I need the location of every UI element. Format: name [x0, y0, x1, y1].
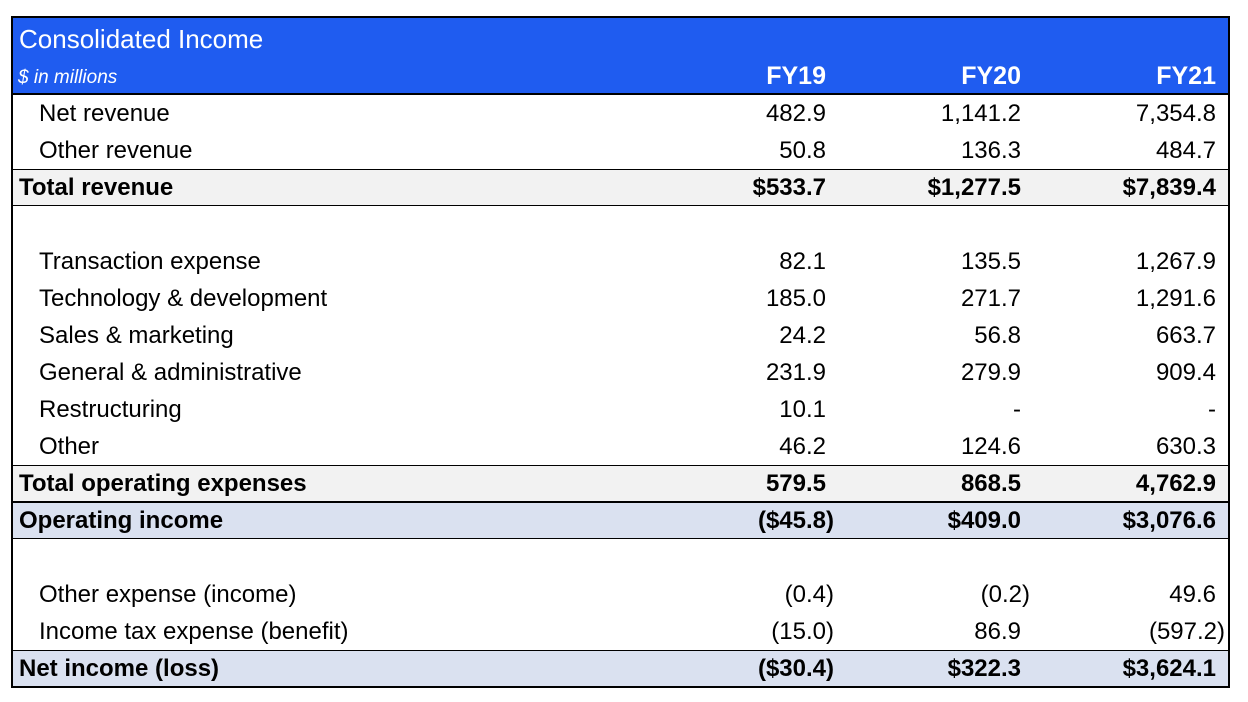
- cell-fy20: -: [1013, 396, 1021, 423]
- table-header: Consolidated Income $ in millions FY19 F…: [13, 18, 1228, 95]
- cell-fy21: 663.7: [1155, 322, 1216, 349]
- cell-fy21: 1,291.6: [1135, 285, 1216, 312]
- cell-fy21: $3,076.6: [1122, 507, 1216, 534]
- cell-fy19: (0.4): [784, 581, 834, 608]
- cell-fy19: 482.9: [765, 100, 826, 127]
- cell-fy21: $3,624.1: [1122, 655, 1216, 682]
- cell-fy20: 136.3: [960, 137, 1021, 164]
- cell-fy20: 135.5: [960, 248, 1021, 275]
- cell-fy19: 10.1: [779, 396, 826, 423]
- table-row: Transaction expense 82.1 135.5 1,267.9: [13, 243, 1228, 280]
- cell-fy19: 579.5: [765, 470, 826, 497]
- cell-fy19: ($30.4): [757, 655, 834, 682]
- row-label: Transaction expense: [39, 248, 261, 275]
- table-body: Net revenue 482.9 1,141.2 7,354.8 Other …: [13, 95, 1228, 686]
- cell-fy21: -: [1208, 396, 1216, 423]
- cell-fy20: 56.8: [974, 322, 1021, 349]
- cell-fy21: 630.3: [1155, 433, 1216, 460]
- cell-fy20: $322.3: [947, 655, 1021, 682]
- column-header-fy21: FY21: [1156, 62, 1216, 90]
- cell-fy21: (597.2): [1148, 618, 1225, 645]
- net-income-row: Net income (loss) ($30.4) $322.3 $3,624.…: [13, 650, 1228, 686]
- cell-fy20: 124.6: [960, 433, 1021, 460]
- row-label: Technology & development: [39, 285, 328, 312]
- cell-fy20: 1,141.2: [940, 100, 1021, 127]
- cell-fy20: 271.7: [960, 285, 1021, 312]
- row-label: Restructuring: [39, 396, 182, 423]
- cell-fy19: 24.2: [779, 322, 826, 349]
- row-label: Other: [39, 433, 100, 460]
- cell-fy21: 7,354.8: [1135, 100, 1216, 127]
- cell-fy20: $1,277.5: [927, 174, 1021, 201]
- total-row: Total operating expenses 579.5 868.5 4,7…: [13, 465, 1228, 502]
- spacer-row: [13, 206, 1228, 243]
- column-header-fy19: FY19: [766, 62, 826, 90]
- row-label: Total operating expenses: [19, 470, 307, 497]
- table-row: Income tax expense (benefit) (15.0) 86.9…: [13, 613, 1228, 650]
- cell-fy19: 185.0: [765, 285, 826, 312]
- row-label: Total revenue: [19, 174, 174, 201]
- operating-income-row: Operating income ($45.8) $409.0 $3,076.6: [13, 502, 1228, 539]
- cell-fy20: 279.9: [960, 359, 1021, 386]
- cell-fy19: (15.0): [771, 618, 834, 645]
- row-label: Net revenue: [39, 100, 170, 127]
- cell-fy19: 50.8: [779, 137, 826, 164]
- cell-fy21: 4,762.9: [1135, 470, 1216, 497]
- row-label: Other expense (income): [39, 581, 297, 608]
- cell-fy21: 1,267.9: [1135, 248, 1216, 275]
- income-table: Consolidated Income $ in millions FY19 F…: [11, 16, 1230, 688]
- table-row: General & administrative 231.9 279.9 909…: [13, 354, 1228, 391]
- row-label: General & administrative: [39, 359, 302, 386]
- table-title: Consolidated Income: [19, 24, 264, 54]
- row-label: Operating income: [19, 507, 224, 534]
- cell-fy19: ($45.8): [757, 507, 834, 534]
- cell-fy21: 49.6: [1169, 581, 1216, 608]
- table-row: Restructuring 10.1 - -: [13, 391, 1228, 428]
- table-row: Sales & marketing 24.2 56.8 663.7: [13, 317, 1228, 354]
- table-subtitle: $ in millions: [18, 67, 118, 88]
- row-label: Net income (loss): [19, 655, 220, 682]
- cell-fy20: $409.0: [947, 507, 1021, 534]
- row-label: Income tax expense (benefit): [39, 618, 349, 645]
- cell-fy20: 868.5: [960, 470, 1021, 497]
- cell-fy21: 909.4: [1155, 359, 1216, 386]
- cell-fy19: 82.1: [779, 248, 826, 275]
- cell-fy20: (0.2): [980, 581, 1030, 608]
- row-label: Other revenue: [39, 137, 193, 164]
- spacer-row: [13, 539, 1228, 576]
- cell-fy19: 46.2: [779, 433, 826, 460]
- table-row: Net revenue 482.9 1,141.2 7,354.8: [13, 95, 1228, 132]
- table-row: Other expense (income) (0.4) (0.2) 49.6: [13, 576, 1228, 613]
- column-header-fy20: FY20: [961, 62, 1021, 90]
- cell-fy19: $533.7: [752, 174, 826, 201]
- table-row: Technology & development 185.0 271.7 1,2…: [13, 280, 1228, 317]
- cell-fy19: 231.9: [765, 359, 826, 386]
- cell-fy20: 86.9: [974, 618, 1021, 645]
- table-row: Other 46.2 124.6 630.3: [13, 428, 1228, 465]
- row-label: Sales & marketing: [39, 322, 234, 349]
- table-row: Other revenue 50.8 136.3 484.7: [13, 132, 1228, 169]
- cell-fy21: 484.7: [1155, 137, 1216, 164]
- total-row: Total revenue $533.7 $1,277.5 $7,839.4: [13, 169, 1228, 206]
- cell-fy21: $7,839.4: [1122, 174, 1216, 201]
